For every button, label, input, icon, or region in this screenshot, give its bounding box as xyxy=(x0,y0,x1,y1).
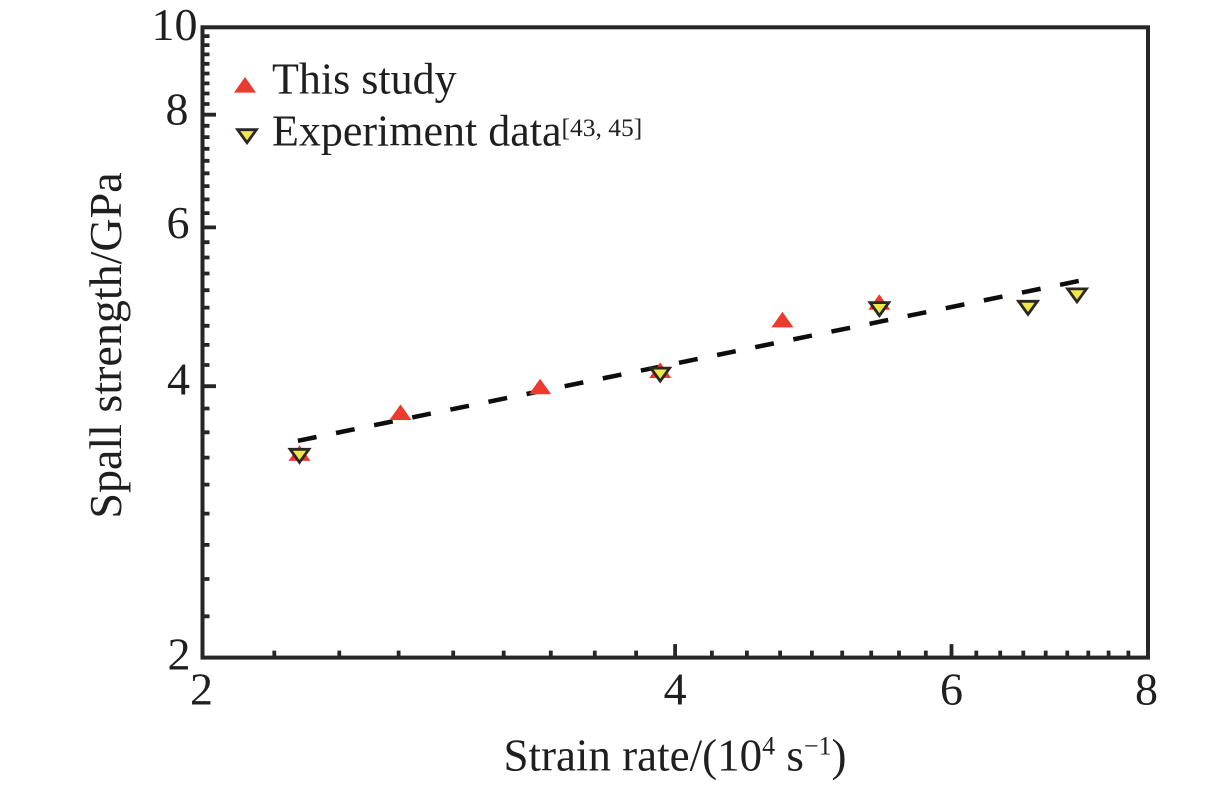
svg-text:4: 4 xyxy=(167,353,190,404)
svg-text:Strain rate/(104 s−1): Strain rate/(104 s−1) xyxy=(503,730,846,780)
svg-text:4: 4 xyxy=(664,664,687,715)
svg-text:2: 2 xyxy=(190,664,213,715)
svg-text:10: 10 xyxy=(152,0,198,50)
svg-text:8: 8 xyxy=(166,84,189,135)
svg-text:6: 6 xyxy=(167,197,190,248)
svg-text:6: 6 xyxy=(940,664,963,715)
svg-text:8: 8 xyxy=(1135,664,1158,715)
svg-text:2: 2 xyxy=(168,629,191,680)
svg-text:This study: This study xyxy=(272,55,457,104)
svg-text:Spall strength/GPa: Spall strength/GPa xyxy=(80,172,131,518)
